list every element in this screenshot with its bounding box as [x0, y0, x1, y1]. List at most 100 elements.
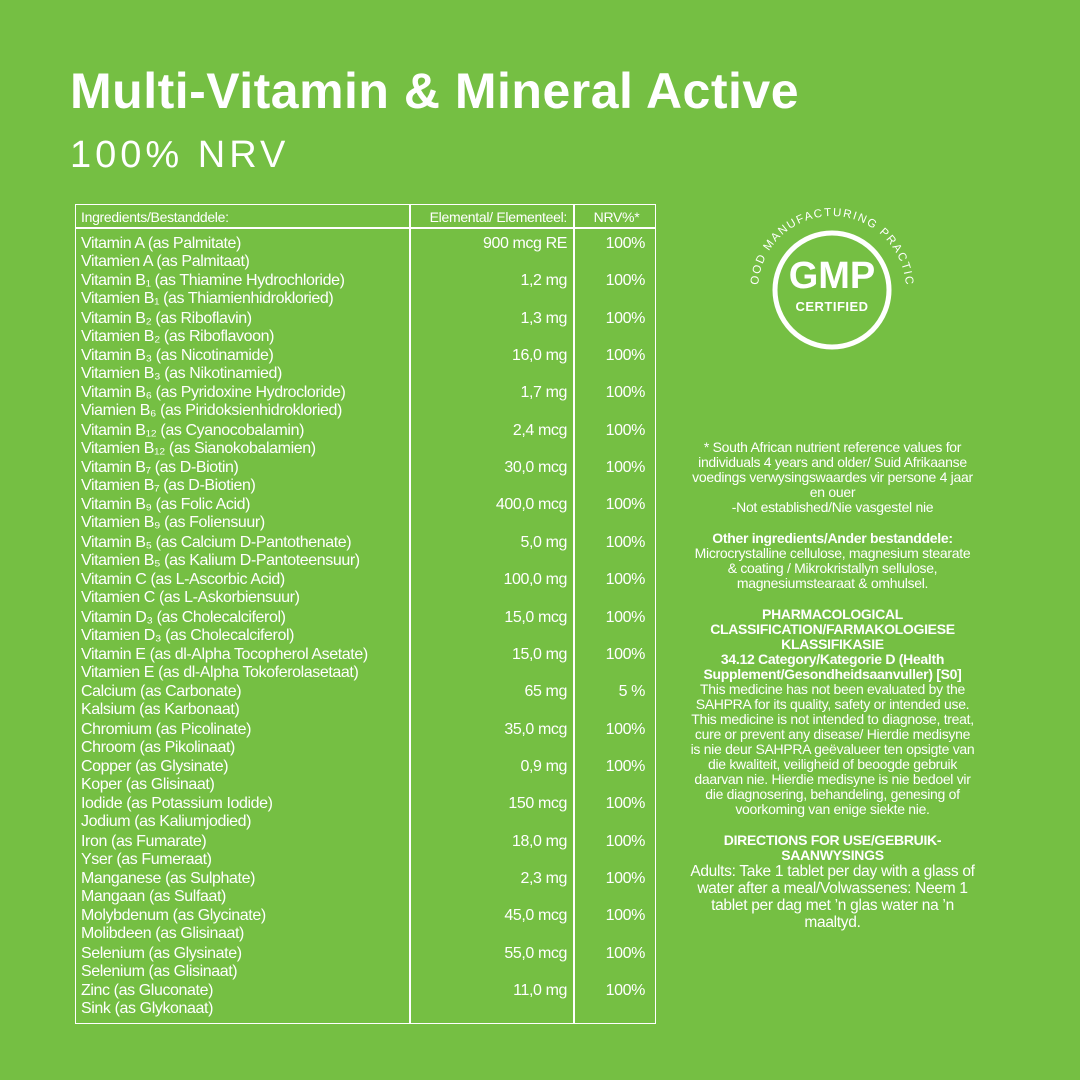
- heading-text: 34.12 Category/Kategorie D (Health Suppl…: [703, 651, 962, 682]
- nrv: 100%: [605, 869, 646, 887]
- ingredient-name: Chromium (as Picolinate): [81, 720, 252, 738]
- ingredient-name-af: Vitamien B₅ (as Kalium D-Pantoteensuur): [81, 551, 360, 569]
- ingredient-name: Vitamin B₂ (as Riboflavin): [81, 309, 252, 327]
- ingredient-name: Vitamin B₅ (as Calcium D-Pantothenate): [81, 533, 352, 551]
- ingredient-name: Manganese (as Sulphate): [81, 869, 256, 887]
- notes: * South African nutrient reference value…: [690, 439, 975, 932]
- amount: 15,0 mg: [511, 645, 567, 663]
- paragraph: Microcrystalline cellulose, magnesium st…: [694, 545, 971, 591]
- ingredient-name-af: Vitamien A (as Palmitaat): [81, 253, 250, 270]
- ingredient-name-af: Mangaan (as Sulfaat): [81, 887, 226, 905]
- ingredient-name: Selenium (as Glysinate): [81, 944, 242, 962]
- nrv: 5 %: [618, 683, 646, 701]
- ingredient-name-af: Vitamien B₂ (as Riboflavoon): [81, 327, 275, 345]
- column-header: Elemental/ Elementeel:: [429, 209, 568, 225]
- ingredient-name: Vitamin D₃ (as Cholecalciferol): [81, 608, 286, 626]
- nrv: 100%: [605, 832, 646, 850]
- nrv: 100%: [605, 571, 646, 589]
- nrv: 100%: [605, 309, 646, 327]
- amount: 1,2 mg: [520, 272, 567, 290]
- nrv: 100%: [605, 347, 646, 365]
- nrv: 100%: [605, 907, 646, 925]
- ingredient-name-af: Sink (as Glykonaat): [81, 1000, 214, 1017]
- ingredient-name-af: Vitamien D₃ (as Cholecalciferol): [81, 626, 295, 644]
- column-divider: [409, 204, 411, 1024]
- footnote: -Not established/Nie vasgestel nie: [731, 499, 934, 515]
- ingredient-name: Vitamin E (as dl-Alpha Tocopherol Asetat…: [81, 645, 368, 663]
- amount: 55,0 mcg: [504, 944, 567, 962]
- nrv: 100%: [605, 384, 646, 402]
- ingredient-name-af: Jodium (as Kaliumjodied): [81, 813, 252, 831]
- badge-main: GMP: [789, 255, 876, 297]
- paragraph: This medicine has not been evaluated by …: [690, 681, 975, 817]
- ingredient-name-af: Vitamien B₃ (as Nikotinamied): [81, 365, 282, 383]
- ingredient-name-af: Vitamien B₇ (as D-Biotien): [81, 477, 256, 495]
- ingredient-name: Calcium (as Carbonate): [81, 683, 242, 701]
- column-header: Ingredients/Bestanddele:: [81, 209, 229, 225]
- ingredient-name: Molybdenum (as Glycinate): [81, 907, 266, 925]
- amount: 400,0 mcg: [495, 496, 568, 514]
- amount: 2,4 mcg: [512, 421, 568, 439]
- ingredient-name-af: Molibdeen (as Glisinaat): [81, 925, 244, 943]
- nrv: 100%: [605, 645, 646, 663]
- amount: 18,0 mg: [511, 832, 567, 850]
- ingredient-name: Vitamin B₁₂ (as Cyanocobalamin): [81, 421, 305, 439]
- ingredient-name: Zinc (as Gluconate): [81, 982, 214, 999]
- amount: 900 mcg RE: [482, 235, 567, 252]
- amount: 150 mcg: [508, 795, 567, 813]
- nrv: 100%: [605, 720, 646, 738]
- title: Multi-Vitamin & Mineral Active: [70, 63, 800, 119]
- nrv: 100%: [605, 757, 646, 775]
- amount: 2,3 mg: [520, 869, 567, 887]
- nrv: 100%: [605, 795, 646, 813]
- ingredient-name-af: Koper (as Glisinaat): [81, 775, 215, 793]
- ingredient-name: Iron (as Fumarate): [81, 832, 207, 850]
- amount: 0,9 mg: [520, 757, 567, 775]
- ingredient-name: Vitamin B₇ (as D-Biotin): [81, 459, 239, 477]
- nrv: 100%: [605, 272, 646, 290]
- table-border: [75, 204, 656, 1024]
- ingredient-name: Vitamin C (as L-Ascorbic Acid): [81, 571, 285, 589]
- nrv: 100%: [605, 944, 646, 962]
- nrv: 100%: [605, 235, 646, 252]
- heading: 34.12 Category/Kategorie D (Health Suppl…: [690, 652, 975, 682]
- gmp-badge: GOOD MANUFACTURING PRACTICE GMP CERTIFIE…: [742, 200, 913, 350]
- ingredient-name-af: Chroom (as Pikolinaat): [81, 738, 235, 756]
- amount: 1,3 mg: [520, 309, 567, 327]
- ingredient-name: Vitamin B₉ (as Folic Acid): [81, 496, 251, 514]
- ingredient-name-af: Vitamien B₁₂ (as Sianokobalamien): [81, 439, 316, 457]
- ingredient-name-af: Vitamien B₁ (as Thiamienhidrokloried): [81, 290, 334, 308]
- footnote: * South African nutrient reference value…: [692, 439, 973, 500]
- paragraph: Adults: Take 1 tablet per day with a gla…: [690, 863, 975, 931]
- heading: PHARMACOLOGICAL CLASSIFICATION/FARMAKOLO…: [690, 607, 975, 652]
- ingredient-name-af: Vitamien B₉ (as Foliensuur): [81, 514, 265, 532]
- ingredient-name-af: Vitamien E (as dl-Alpha Tokoferolasetaat…: [81, 663, 359, 681]
- ingredient-name-af: Kalsium (as Karbonaat): [81, 701, 240, 719]
- heading: Other ingredients/Ander bestanddele:: [690, 531, 975, 546]
- nrv: 100%: [605, 496, 646, 514]
- nrv: 100%: [605, 608, 646, 626]
- amount: 30,0 mcg: [504, 459, 567, 477]
- ingredient-name: Vitamin B₃ (as Nicotinamide): [81, 347, 274, 365]
- badge-ring: [772, 230, 892, 350]
- amount: 100,0 mg: [503, 571, 567, 589]
- amount: 35,0 mcg: [504, 720, 567, 738]
- badge-sub: CERTIFIED: [795, 299, 868, 314]
- ingredient-name: Vitamin B₁ (as Thiamine Hydrochloride): [81, 272, 345, 290]
- heading-text: Other ingredients/Ander bestanddele:: [712, 530, 953, 546]
- column-header: NRV%*: [593, 209, 640, 225]
- heading-text: PHARMACOLOGICAL CLASSIFICATION/FARMAKOLO…: [710, 606, 955, 652]
- heading: DIRECTIONS FOR USE/GEBRUIK-SAANWYSINGS: [690, 833, 975, 863]
- ingredient-name-af: Yser (as Fumeraat): [81, 850, 212, 868]
- ingredient-name: Iodide (as Potassium Iodide): [81, 795, 273, 813]
- ingredient-name-af: Selenium (as Glisinaat): [81, 962, 238, 980]
- nrv: 100%: [605, 533, 646, 551]
- ingredient-name-af: Viamien B₆ (as Piridoksienhidrokloried): [81, 402, 342, 420]
- ingredient-name-af: Vitamien C (as L-Askorbiensuur): [81, 589, 300, 607]
- amount: 15,0 mcg: [504, 608, 567, 626]
- ingredient-name: Copper (as Glysinate): [81, 757, 229, 775]
- header-divider: [75, 227, 656, 229]
- nrv: 100%: [605, 421, 646, 439]
- nrv: 100%: [605, 982, 646, 999]
